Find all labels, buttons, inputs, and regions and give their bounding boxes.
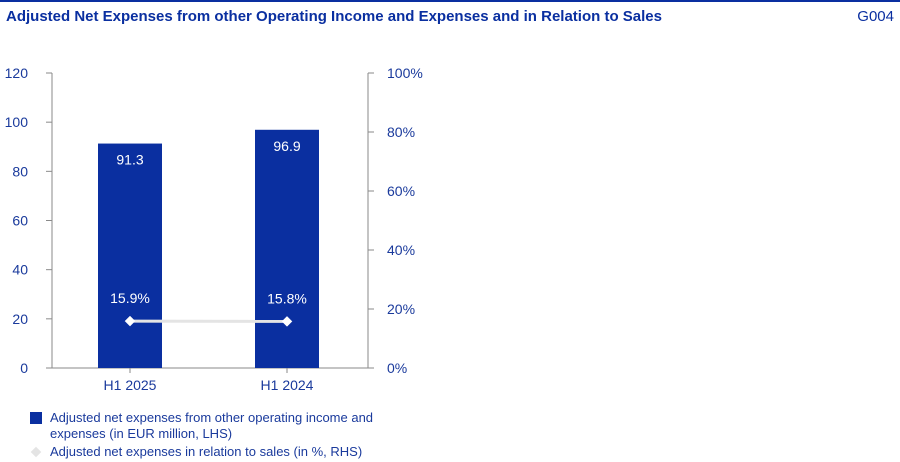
line-series [124, 315, 293, 327]
left-tick-label: 20 [12, 311, 28, 327]
legend-bar-swatch [30, 412, 42, 424]
legend: Adjusted net expenses from other operati… [30, 410, 410, 460]
chart-code: G004 [857, 8, 894, 25]
right-tick-label: 20% [387, 301, 415, 317]
right-tick-label: 40% [387, 242, 415, 258]
left-tick-label: 0 [20, 360, 28, 376]
data-labels: 91.3 96.9 15.9% 15.8% [110, 138, 307, 307]
top-rule [0, 0, 900, 2]
chart-canvas: 0 20 40 60 80 100 120 0% 20% 40% 60% 80% 100% H1 2025… [5, 65, 423, 393]
left-tick-label: 120 [5, 65, 29, 81]
right-tick-label: 80% [387, 124, 415, 140]
x-tick-label: H1 2025 [104, 377, 157, 393]
right-tick-label: 0% [387, 360, 407, 376]
bar-value-label: 96.9 [273, 138, 300, 154]
line-point [124, 315, 136, 327]
legend-item-bar: Adjusted net expenses from other operati… [30, 410, 410, 442]
legend-label-bar: Adjusted net expenses from other operati… [50, 410, 374, 441]
bar-value-label: 91.3 [116, 152, 143, 168]
left-tick-label: 80 [12, 163, 28, 179]
x-tick-label: H1 2024 [261, 377, 314, 393]
line-point [281, 316, 293, 327]
bar [255, 129, 319, 368]
bar [98, 143, 162, 368]
legend-line-swatch [30, 446, 42, 458]
bar-series [98, 129, 319, 368]
legend-item-line: Adjusted net expenses in relation to sal… [30, 444, 410, 460]
right-tick-label: 100% [387, 65, 423, 81]
chart-axes: 0 20 40 60 80 100 120 0% 20% 40% 60% 80% 100% H1 2025… [5, 65, 423, 393]
legend-label-line: Adjusted net expenses in relation to sal… [50, 444, 363, 459]
left-tick-label: 40 [12, 262, 28, 278]
left-tick-label: 60 [12, 213, 28, 229]
right-tick-label: 60% [387, 183, 415, 199]
chart-title: Adjusted Net Expenses from other Operati… [6, 8, 662, 25]
left-tick-label: 100 [5, 114, 29, 130]
line-value-label: 15.8% [267, 290, 307, 306]
line-value-label: 15.9% [110, 290, 150, 306]
